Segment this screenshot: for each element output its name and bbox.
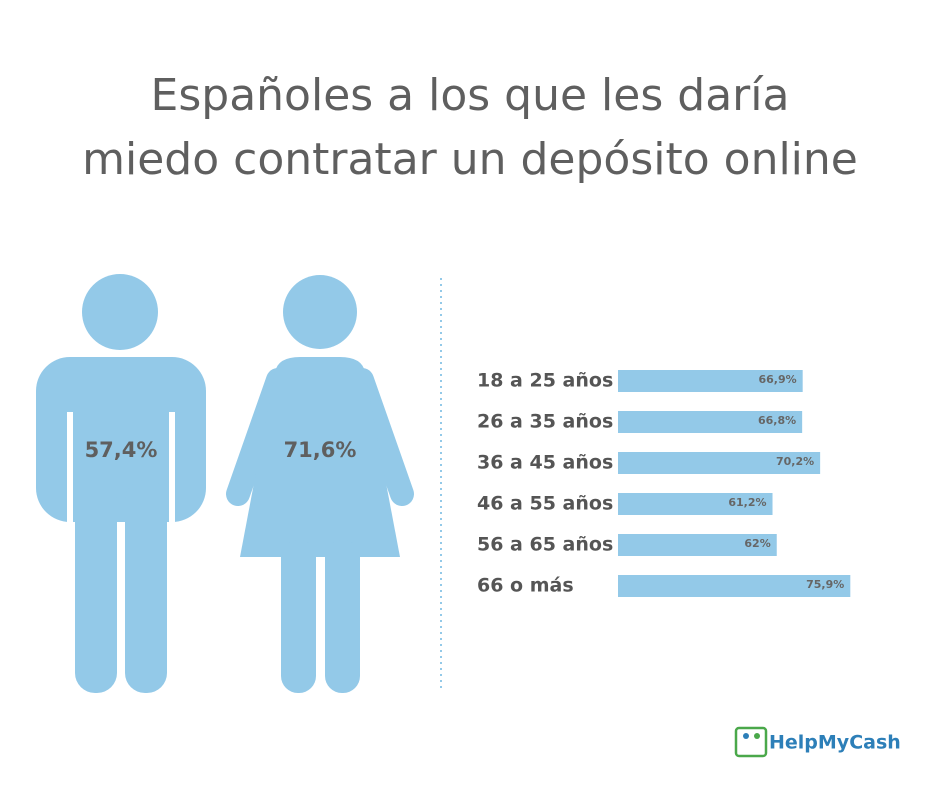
value-label: 66,8%: [758, 414, 796, 427]
category-label: 26 a 35 años: [477, 411, 613, 433]
leg: [125, 480, 167, 693]
leg: [281, 540, 316, 693]
bar: [618, 411, 803, 433]
bar: [618, 370, 803, 392]
bar: [618, 493, 773, 515]
leg: [75, 480, 117, 693]
logo-text: HelpMyCash: [769, 732, 901, 754]
value-label: 62%: [744, 537, 770, 550]
dress: [240, 357, 400, 557]
logo-icon: [734, 726, 768, 758]
bar: [618, 575, 851, 597]
category-label: 56 a 65 años: [477, 534, 613, 556]
torso: [36, 357, 206, 522]
head: [82, 274, 158, 350]
logo-icon: [754, 733, 760, 739]
bar: [618, 534, 777, 556]
category-label: 18 a 25 años: [477, 370, 613, 392]
value-label: 57,4%: [85, 438, 158, 462]
woman-figure: [226, 275, 414, 693]
logo: HelpMyCash: [734, 726, 901, 758]
logo-icon: [743, 733, 749, 739]
value-label: 66,9%: [759, 373, 797, 386]
category-label: 36 a 45 años: [477, 452, 613, 474]
leg: [325, 540, 360, 693]
category-label: 46 a 55 años: [477, 493, 613, 515]
chart-title: Españoles a los que les daría miedo contr…: [82, 70, 858, 185]
value-label: 70,2%: [776, 455, 814, 468]
head: [283, 275, 357, 349]
value-label: 71,6%: [284, 438, 357, 462]
value-label: 75,9%: [806, 578, 844, 591]
man-figure: [36, 274, 206, 693]
bar: [618, 452, 821, 474]
value-label: 61,2%: [728, 496, 766, 509]
category-label: 66 o más: [477, 575, 574, 597]
